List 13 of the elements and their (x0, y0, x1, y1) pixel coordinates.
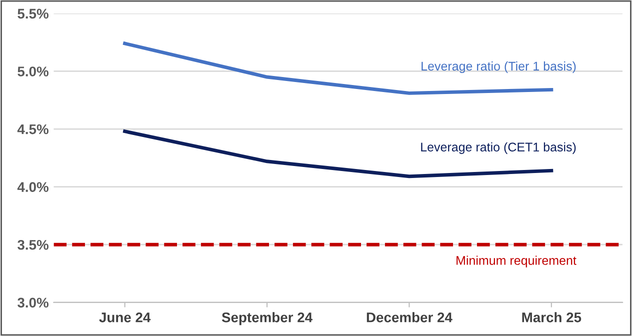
y-tick-label: 5.0% (18, 66, 48, 76)
series-label: Leverage ratio (Tier 1 basis) (422, 61, 576, 74)
x-tick-label: June 24 (99, 312, 151, 322)
y-tick-label: 3.5% (18, 240, 48, 250)
y-tick-label: 4.0% (17, 182, 48, 192)
ref-line-label: Minimum requirement (456, 256, 576, 268)
x-tick-label: March 25 (522, 312, 582, 322)
y-tick-label: 3.0% (18, 298, 48, 308)
series-label: Leverage ratio (CET1 basis) (421, 142, 576, 154)
y-tick-label: 5.5% (18, 8, 48, 19)
x-tick-label: September 24 (222, 312, 312, 326)
y-tick-label: 4.5% (17, 124, 48, 134)
x-tick-label: December 24 (366, 312, 452, 322)
